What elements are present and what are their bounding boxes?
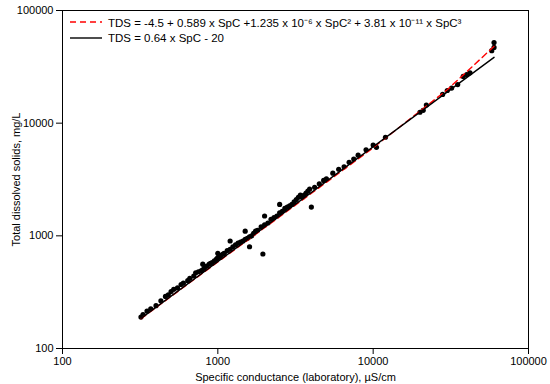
svg-text:100000: 100000	[510, 355, 547, 367]
svg-text:1000: 1000	[206, 355, 230, 367]
svg-text:100000: 100000	[17, 4, 54, 16]
html-text:TDS = -4.5 + 0.589 x SpC +1.23: TDS = -4.5 + 0.589 x SpC +1.235 x 10⁻⁶ x…	[108, 16, 462, 29]
svg-text:Total dissolved solids, mg/L: Total dissolved solids, mg/L	[10, 113, 22, 247]
svg-text:10000: 10000	[23, 117, 54, 129]
html-text:TDS = 0.64 x SpC - 20: TDS = 0.64 x SpC - 20	[108, 32, 224, 44]
svg-text:1000: 1000	[29, 229, 53, 241]
svg-text:10000: 10000	[358, 355, 389, 367]
svg-text:100: 100	[53, 355, 71, 367]
svg-text:100: 100	[35, 342, 53, 354]
svg-text:Specific conductance (laborato: Specific conductance (laboratory), µS/cm	[195, 371, 396, 383]
